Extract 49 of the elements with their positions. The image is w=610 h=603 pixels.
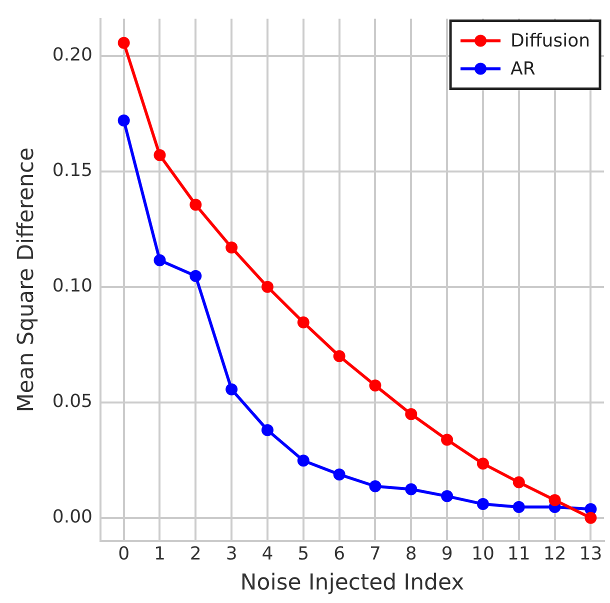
x-tick-label: 1 [154,543,166,564]
point [369,480,382,492]
x-tick-label: 13 [579,543,602,564]
y-tick-label: 0.15 [52,160,92,181]
point [261,424,274,436]
x-tick-label: 0 [118,543,130,564]
x-tick-label: 5 [298,543,310,564]
point [441,434,454,446]
point [512,501,525,514]
point [476,458,489,470]
point [405,408,418,420]
point [190,198,202,211]
x-tick-label: 11 [507,543,530,564]
point [441,490,454,502]
point [226,383,238,396]
x-tick-label: 6 [334,543,346,564]
x-tick-label: 9 [441,543,453,564]
x-tick-label: 8 [405,543,417,564]
point [333,350,346,362]
point [154,149,166,162]
y-tick-label: 0.00 [52,506,92,528]
point [512,476,525,488]
x-tick-label: 10 [472,543,494,564]
point [118,114,130,126]
point [118,36,130,49]
y-tick-label: 0.10 [52,276,92,297]
y-axis-title: Mean Square Difference [14,148,39,412]
x-tick-label: 7 [370,543,381,564]
x-axis-title: Noise Injected Index [240,570,464,596]
y-tick-label: 0.05 [52,391,92,412]
point [584,512,597,524]
legend-label: Diffusion [510,30,590,52]
y-tick-label: 0.20 [52,44,92,66]
point [297,316,310,328]
point [476,498,489,510]
point [226,242,238,254]
x-tick-label: 2 [190,543,202,564]
point [405,483,418,496]
x-tick-label: 12 [543,543,566,564]
legend-label: AR [510,58,536,80]
point [297,454,310,467]
point [369,379,382,392]
point [333,468,346,480]
x-tick-label: 4 [262,543,274,564]
point [190,270,202,282]
x-tick-label: 3 [226,543,238,564]
point [154,254,166,266]
point [261,280,274,293]
point [548,494,561,506]
